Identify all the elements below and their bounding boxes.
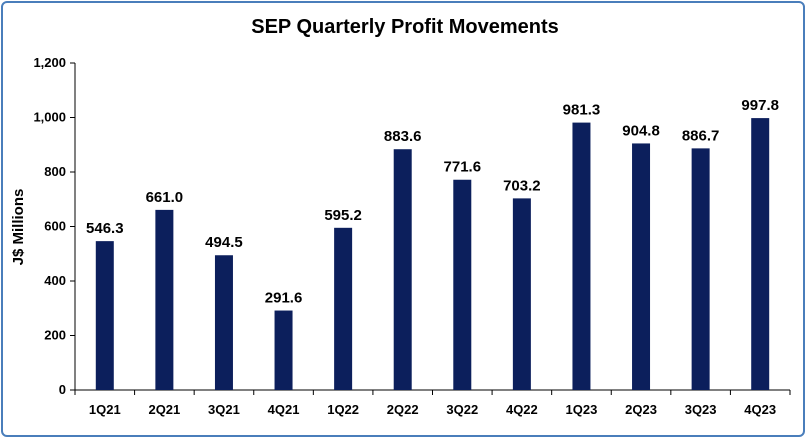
y-tick-label: 0	[59, 382, 66, 397]
bar	[691, 148, 710, 390]
bar	[453, 179, 472, 390]
x-tick-label: 4Q22	[506, 402, 538, 417]
bar	[274, 310, 293, 390]
axes: 0 200 400 600 800 1,000 1,200 1Q21 2Q21 3Q21 4Q21 1…	[33, 55, 791, 417]
x-tick-label: 2Q23	[625, 402, 657, 417]
bar	[751, 118, 770, 391]
x-tick-label: 4Q21	[268, 402, 300, 417]
y-axis-label: J$ Millions	[10, 189, 27, 266]
x-tick-label: 1Q22	[327, 402, 359, 417]
y-tick-label: 1,000	[33, 110, 66, 125]
y-tick-label: 200	[44, 328, 66, 343]
x-tick-label: 1Q21	[89, 402, 121, 417]
data-label: 771.6	[444, 159, 482, 176]
data-label: 494.5	[205, 234, 243, 251]
bar	[393, 149, 412, 390]
x-tick-label: 3Q21	[208, 402, 240, 417]
data-label: 904.8	[622, 122, 660, 139]
data-label: 703.2	[503, 177, 541, 194]
data-label: 997.8	[741, 97, 779, 114]
x-tick-label: 1Q23	[566, 402, 598, 417]
bar	[512, 198, 531, 390]
bars	[95, 118, 770, 391]
data-label: 981.3	[563, 102, 601, 119]
y-tick-label: 400	[44, 273, 66, 288]
bar	[95, 241, 114, 390]
data-labels: 546.3 661.0 494.5 291.6 595.2 883.6 771.6 703.2…	[86, 97, 779, 306]
y-tick-label: 1,200	[33, 55, 66, 70]
bar	[572, 122, 591, 390]
bar	[334, 227, 353, 390]
data-label: 883.6	[384, 128, 422, 145]
data-label: 546.3	[86, 220, 124, 237]
bar	[155, 209, 174, 390]
data-label: 291.6	[265, 290, 303, 307]
bar	[632, 143, 651, 390]
data-label: 886.7	[682, 127, 720, 144]
y-tick-label: 800	[44, 164, 66, 179]
x-tick-label: 3Q22	[446, 402, 478, 417]
y-tick-label: 600	[44, 219, 66, 234]
data-label: 661.0	[146, 189, 184, 206]
x-tick-label: 2Q21	[148, 402, 180, 417]
x-tick-label: 4Q23	[744, 402, 776, 417]
x-tick-label: 3Q23	[685, 402, 717, 417]
chart-title: SEP Quarterly Profit Movements	[251, 16, 559, 38]
x-tick-label: 2Q22	[387, 402, 419, 417]
data-label: 595.2	[324, 207, 362, 224]
bar	[214, 255, 233, 390]
